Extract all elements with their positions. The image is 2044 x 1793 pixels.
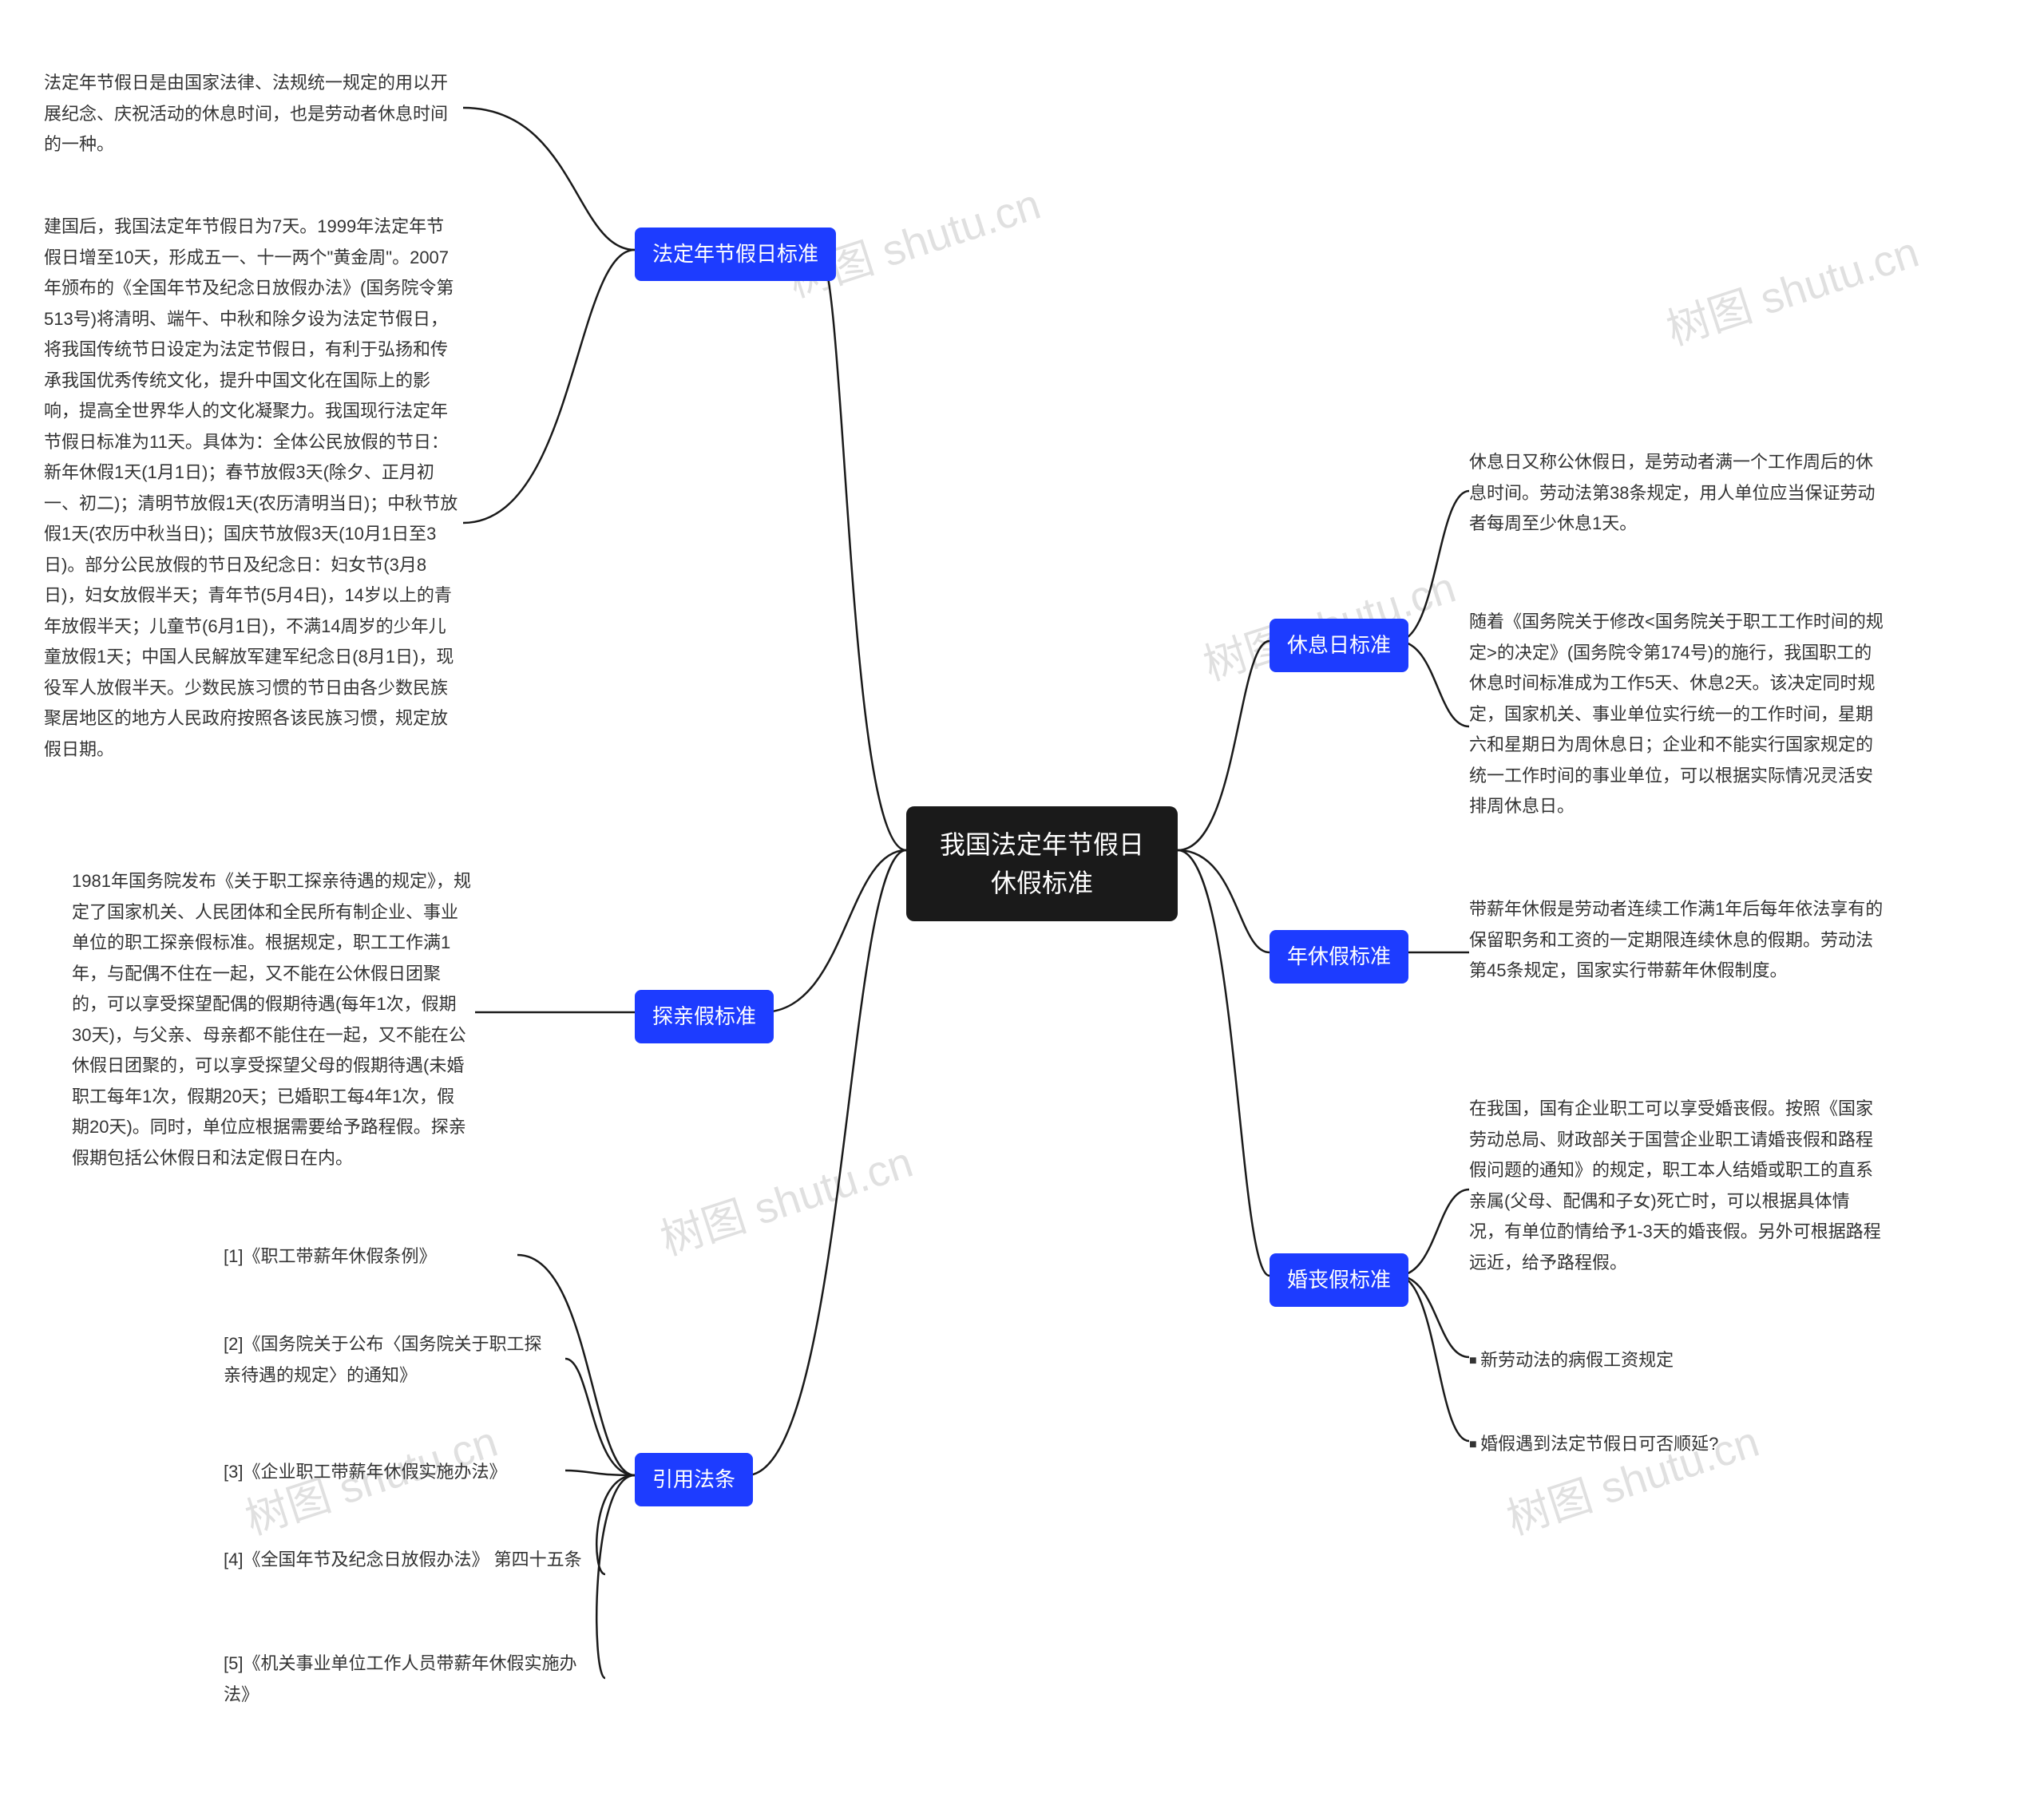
edge (747, 850, 906, 1475)
edge (596, 1475, 635, 1678)
root-node: 我国法定年节假日休假标准 (906, 806, 1178, 921)
edge (1397, 491, 1469, 641)
leaf-r1l1: 休息日又称公休假日，是劳动者满一个工作周后的休息时间。劳动法第38条规定，用人单… (1469, 447, 1884, 540)
right-branch-r1: 休息日标准 (1270, 619, 1408, 672)
left-branch-b3: 引用法条 (635, 1453, 753, 1506)
leaf-b3l4: [4]《全国年节及纪念日放假办法》 第四十五条 (224, 1545, 599, 1576)
leaf-b2l1: 1981年国务院发布《关于职工探亲待遇的规定》，规定了国家机关、人民团体和全民所… (72, 866, 471, 1174)
watermark: 树图 shutu.cn (1658, 216, 1926, 357)
edge (1178, 850, 1270, 952)
edge (565, 1359, 635, 1475)
watermark: 树图 shutu.cn (1498, 1406, 1766, 1546)
left-branch-b1: 法定年节假日标准 (635, 228, 836, 281)
leaf-b3l3: [3]《企业职工带薪年休假实施办法》 (224, 1457, 559, 1488)
leaf-b3l1: [1]《职工带薪年休假条例》 (224, 1241, 511, 1273)
edge (463, 250, 635, 523)
right-branch-r2: 年休假标准 (1270, 930, 1408, 984)
edge (818, 250, 906, 850)
left-branch-b2: 探亲假标准 (635, 990, 774, 1043)
edge (1178, 641, 1270, 850)
leaf-b3l2: [2]《国务院关于公布〈国务院关于职工探亲待遇的规定〉的通知》 (224, 1329, 559, 1391)
leaf-b3l5: [5]《机关事业单位工作人员带薪年休假实施办法》 (224, 1649, 599, 1710)
edge (565, 1470, 635, 1475)
leaf-r3l2: 新劳动法的病假工资规定 (1469, 1345, 1788, 1376)
edge (763, 850, 906, 1012)
leaf-r3l1: 在我国，国有企业职工可以享受婚丧假。按照《国家劳动总局、财政部关于国营企业职工请… (1469, 1094, 1884, 1278)
leaf-b1l1: 法定年节假日是由国家法律、法规统一规定的用以开展纪念、庆祝活动的休息时间，也是劳… (44, 68, 459, 160)
leaf-b1l2: 建国后，我国法定年节假日为7天。1999年法定年节假日增至10天，形成五一、十一… (44, 212, 459, 765)
leaf-r1l2: 随着《国务院关于修改<国务院关于职工工作时间的规定>的决定》(国务院令第174号… (1469, 607, 1884, 822)
mindmap-canvas: 树图 shutu.cn树图 shutu.cn树图 shutu.cn树图 shut… (0, 0, 2044, 1793)
watermark: 树图 shutu.cn (652, 1126, 920, 1267)
edge (596, 1475, 635, 1574)
right-branch-r3: 婚丧假标准 (1270, 1253, 1408, 1307)
leaf-r3l3: 婚假遇到法定节假日可否顺延? (1469, 1429, 1812, 1460)
edge (463, 108, 635, 250)
leaf-r2l1: 带薪年休假是劳动者连续工作满1年后每年依法享有的保留职务和工资的一定期限连续休息… (1469, 894, 1884, 987)
edge (1178, 850, 1270, 1276)
